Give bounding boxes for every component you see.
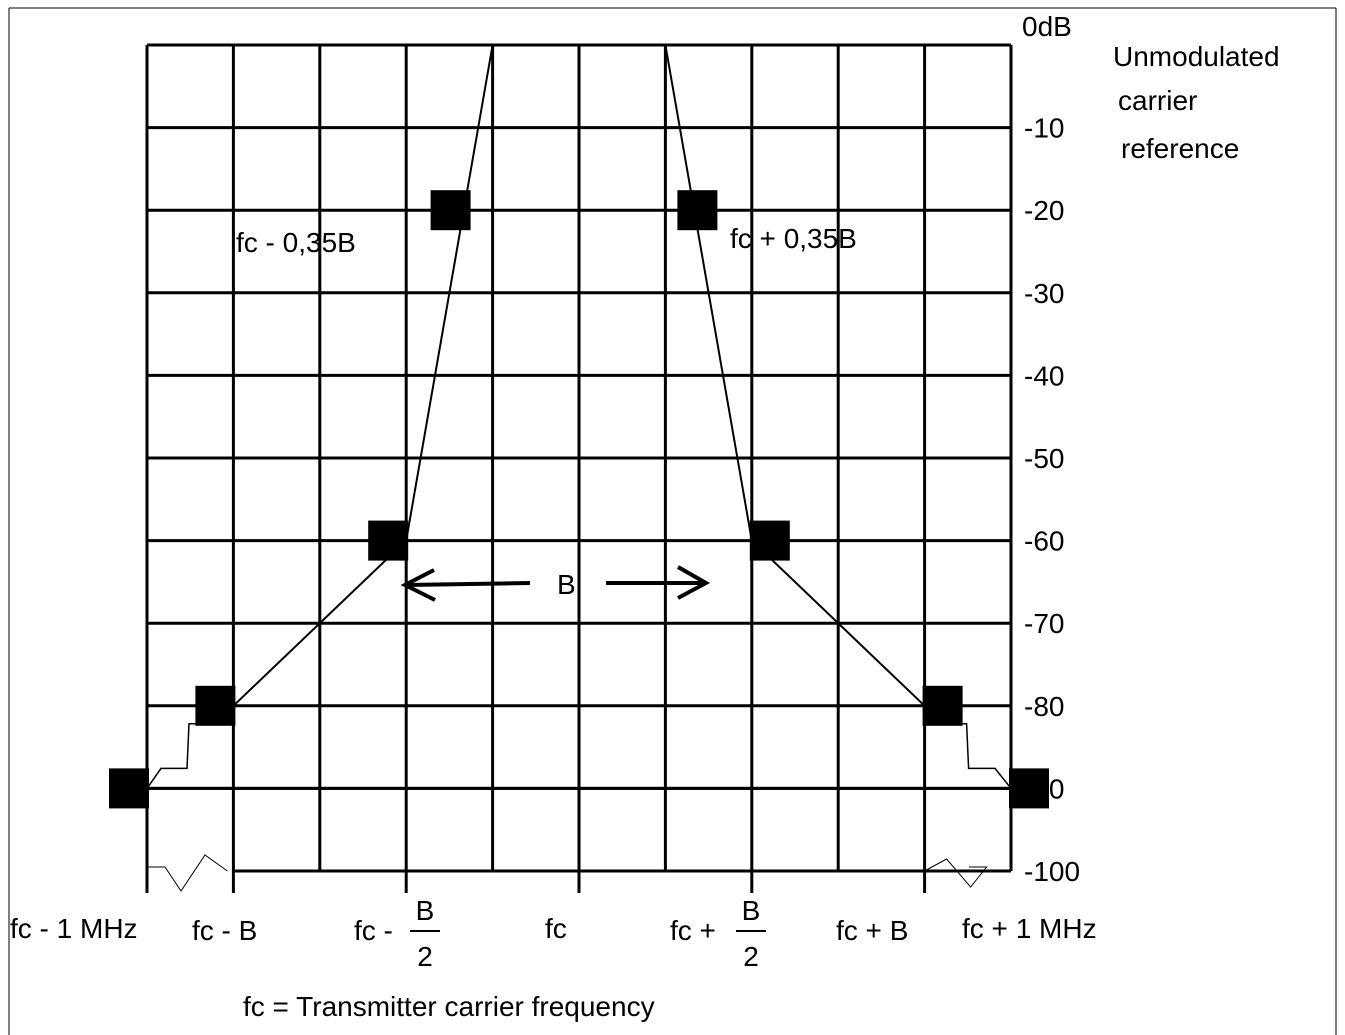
mask-markers (109, 190, 1049, 809)
x-tick-label: fc (545, 913, 567, 944)
y-axis-tick-labels: 0dB -10 -20 -30 -40 -50 -60 -70 -80 -90 -100 (1022, 11, 1080, 887)
x-tick-fraction-numerator: B (416, 895, 435, 926)
y-tick-label: -40 (1024, 360, 1064, 391)
axis-break-marks (147, 854, 988, 892)
x-tick-label-prefix: fc - (354, 915, 393, 946)
figure-frame (8, 7, 1337, 1035)
x-tick-label: fc - 1 MHz (10, 913, 138, 944)
mask-segment (405, 44, 494, 541)
mask-marker (1009, 768, 1049, 809)
mask-segment (232, 539, 407, 707)
reference-note-line-3: reference (1121, 133, 1239, 164)
bandwidth-label: B (557, 569, 576, 600)
spectrum-mask-lines (146, 44, 1012, 790)
mask-marker (922, 685, 963, 726)
mask-segment (751, 539, 926, 707)
mask-marker (109, 768, 149, 809)
y-tick-label: -30 (1024, 278, 1064, 309)
x-tick-label-prefix: fc + (670, 915, 716, 946)
mask-marker (368, 520, 409, 561)
chart-grid (145, 43, 1013, 893)
x-tick-fraction-denominator: 2 (743, 941, 759, 972)
chart-annotations: Unmodulated carrier reference fc - 0,35B… (236, 41, 1280, 1022)
x-tick-fraction-numerator: B (742, 895, 761, 926)
bandwidth-arrowhead-right (677, 565, 711, 600)
y-tick-label: -20 (1024, 195, 1064, 226)
y-tick-label: -100 (1024, 856, 1080, 887)
y-tick-label: -50 (1024, 443, 1064, 474)
mask-marker (677, 190, 718, 231)
mask-segment (664, 44, 753, 541)
bandwidth-arrowhead-left (400, 568, 436, 602)
y-tick-label: -10 (1024, 113, 1064, 144)
right-break-mark (924, 858, 988, 888)
mask-marker (195, 685, 236, 726)
reference-note-line-1: Unmodulated (1113, 41, 1280, 72)
y-tick-label: -90 (1024, 773, 1064, 804)
x-tick-label: fc + B (836, 915, 908, 946)
y-tick-label: -70 (1024, 608, 1064, 639)
x-tick-label: fc - B (192, 915, 257, 946)
y-tick-label: -60 (1024, 526, 1064, 557)
left-break-mark (147, 854, 228, 892)
bandwidth-arrow-left (405, 581, 531, 587)
x-tick-fraction-denominator: 2 (417, 941, 433, 972)
right-slope-label: fc + 0,35B (730, 223, 857, 254)
left-slope-label: fc - 0,35B (236, 227, 356, 258)
y-tick-label: -80 (1024, 691, 1064, 722)
mask-marker (749, 520, 790, 561)
reference-note-line-2: carrier (1118, 85, 1197, 116)
footnote: fc = Transmitter carrier frequency (243, 991, 655, 1022)
y-tick-label: 0dB (1022, 11, 1072, 42)
x-tick-label: fc + 1 MHz (962, 913, 1097, 944)
mask-marker (430, 190, 471, 231)
